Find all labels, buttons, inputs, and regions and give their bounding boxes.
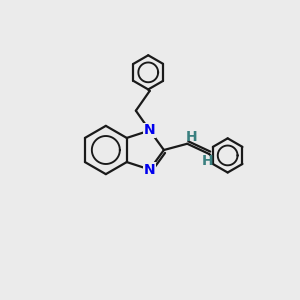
Text: H: H [202, 154, 213, 168]
Text: N: N [144, 163, 155, 176]
Text: N: N [144, 124, 155, 137]
Text: H: H [186, 130, 197, 144]
